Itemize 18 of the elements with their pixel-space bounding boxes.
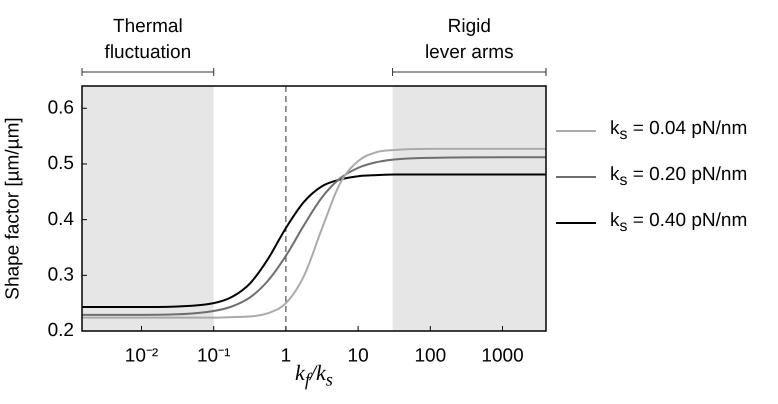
x-axis-title: k$_{f}$/k$_{s}$: [295, 360, 333, 390]
x-tick-label: 1000: [481, 346, 524, 367]
y-tick-label: 0.4: [48, 208, 74, 230]
band-label: Thermal fluctuation: [104, 16, 192, 63]
x-tick-label: 10: [348, 346, 369, 367]
x-tick-label: 1: [280, 346, 292, 367]
y-tick-label: 0.6: [48, 98, 74, 119]
x-tick-label: 100: [414, 346, 446, 367]
y-tick-label: 0.2: [48, 320, 74, 342]
band-label: Rigid lever arms: [424, 16, 514, 63]
legend-label: k$_{s}$ = 0.40 pN/nm: [610, 210, 748, 236]
x-tick-label: 10⁻¹: [196, 346, 230, 367]
legend-label: k$_{s}$ = 0.20 pN/nm: [610, 164, 748, 190]
x-tick-label: 10⁻²: [124, 346, 158, 367]
y-tick-label: 0.3: [48, 264, 74, 286]
y-axis-title: Shape factor [µm/µm]: [2, 117, 24, 300]
legend-label: k$_{s}$ = 0.04 pN/nm: [610, 118, 748, 144]
y-tick-label: 0.5: [48, 153, 74, 174]
